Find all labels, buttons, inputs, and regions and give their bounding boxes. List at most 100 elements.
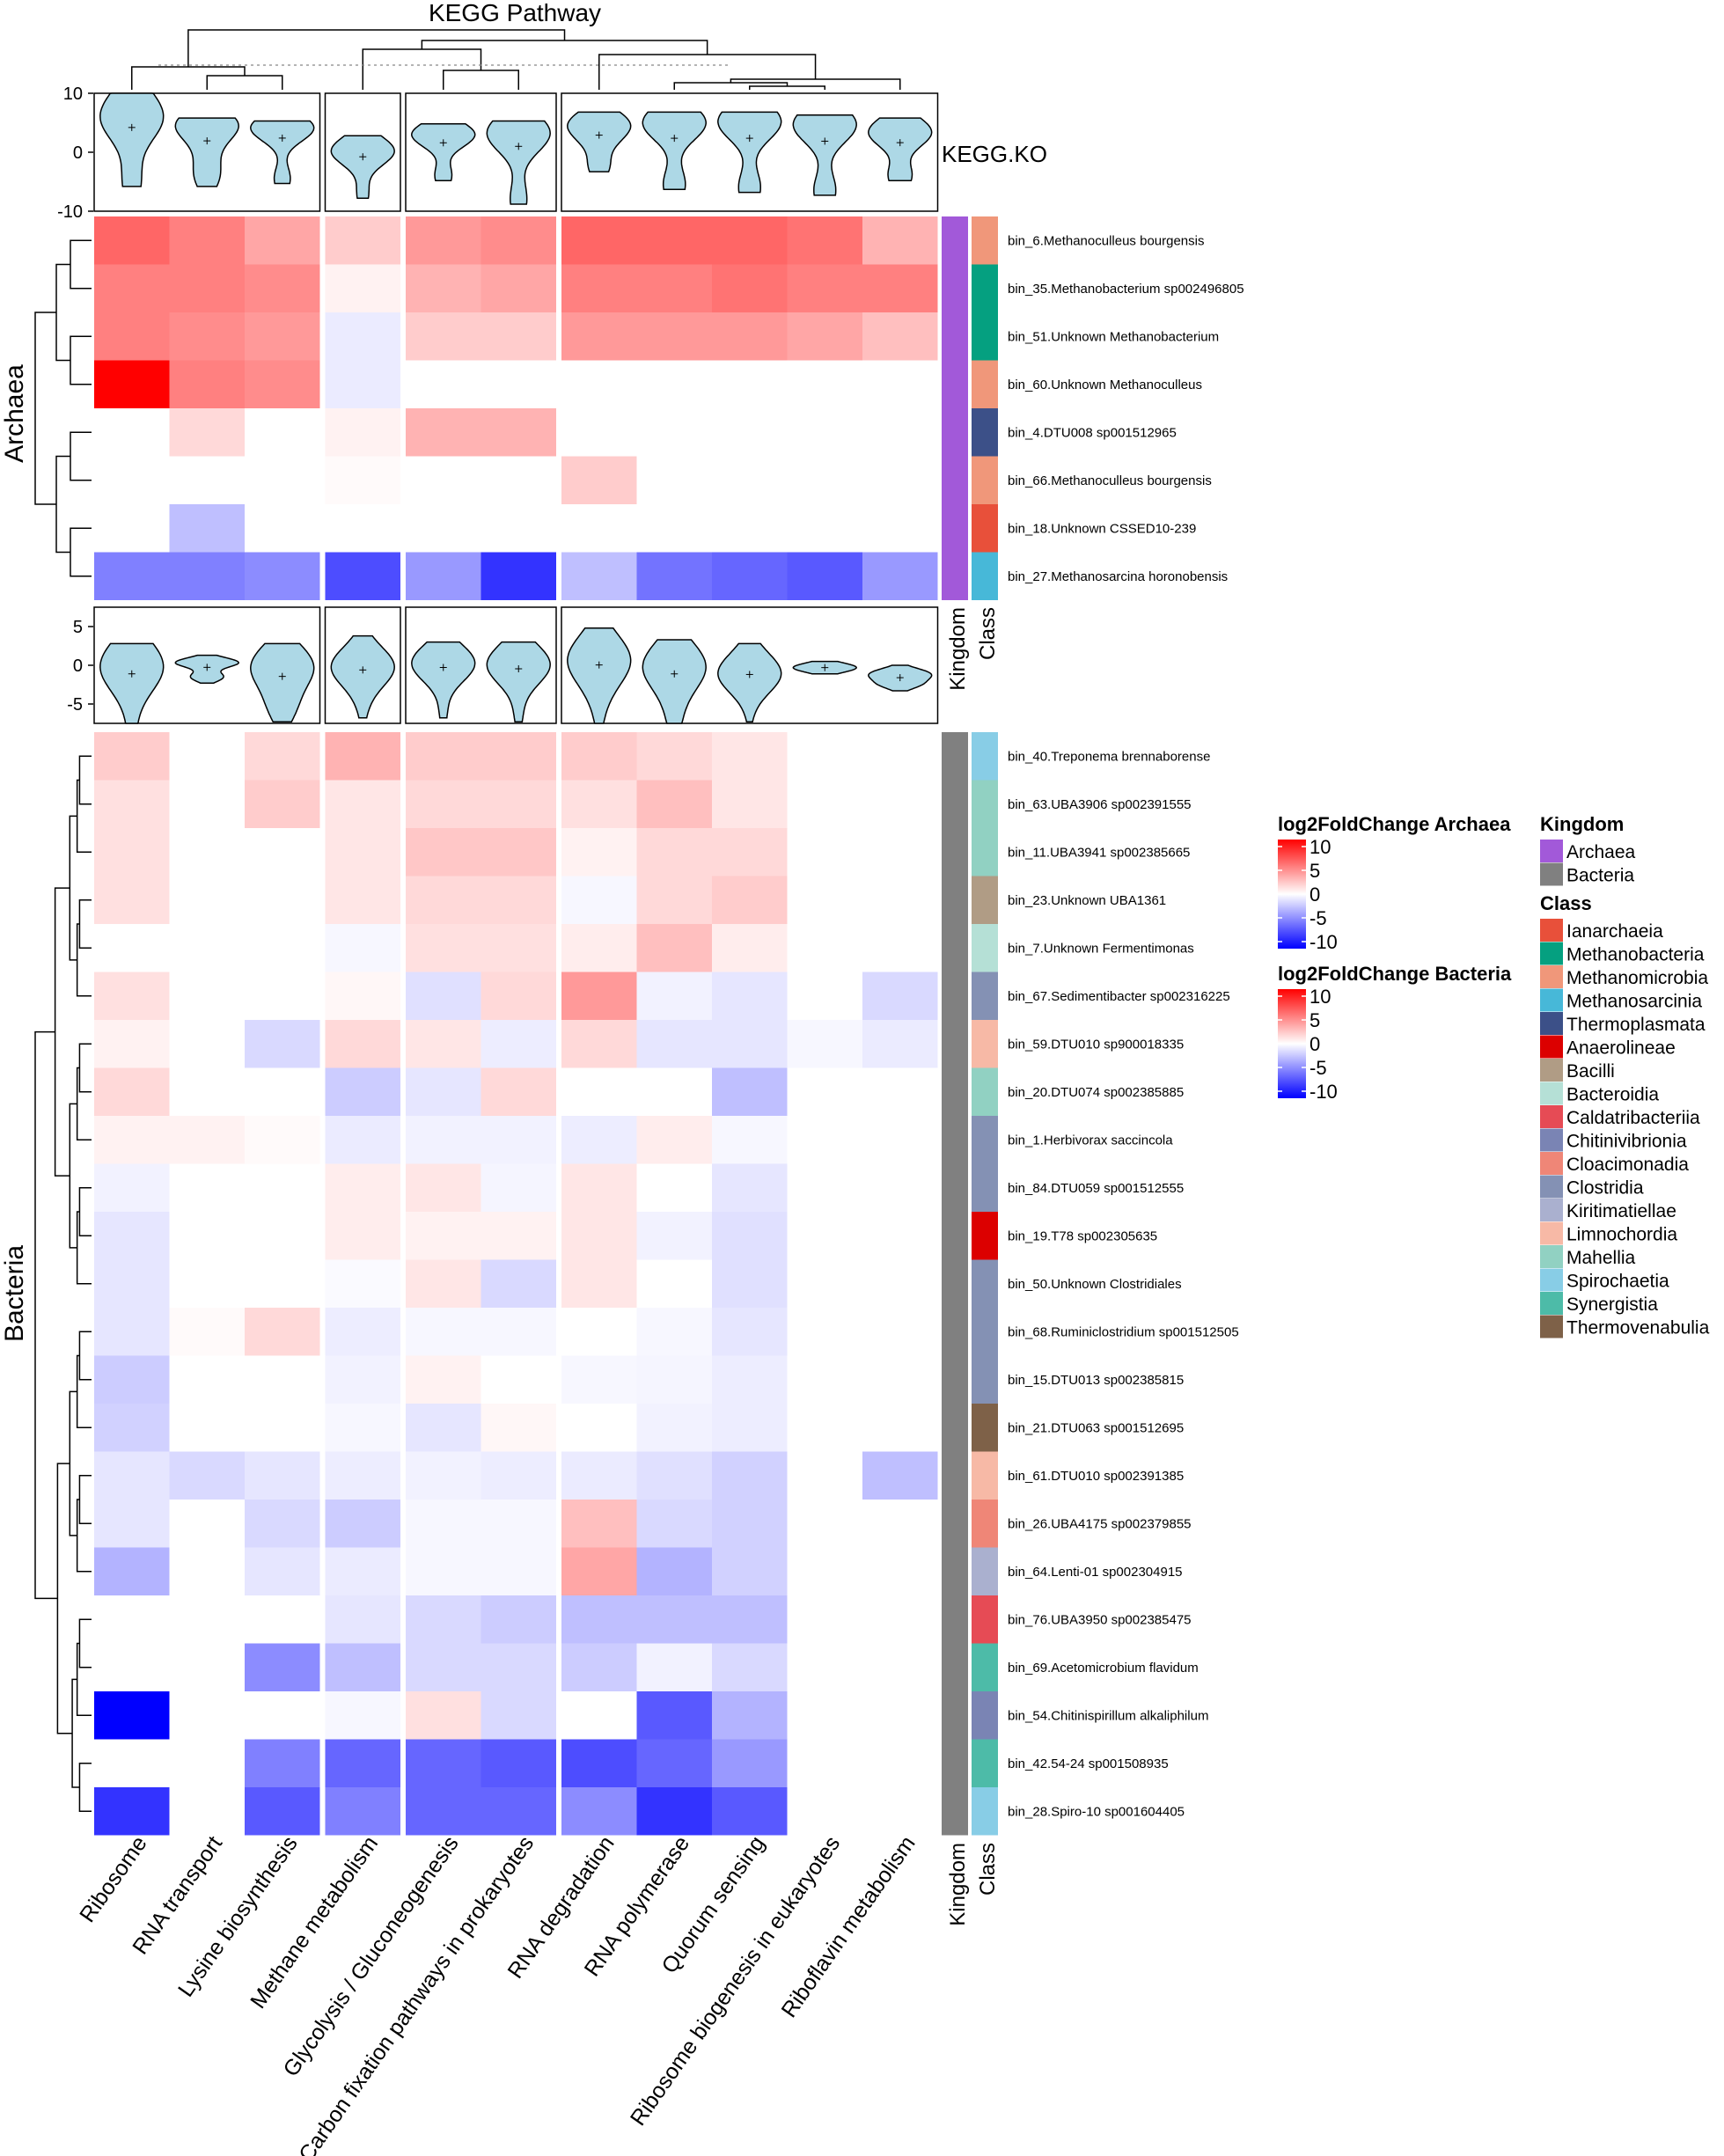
archaea-cell-2-2 [245,312,320,361]
class-legend-swatch-15 [1540,1268,1563,1292]
bacteria-cell-12-6 [561,1308,637,1356]
archaea-cell-1-8 [712,264,788,312]
bacteria-dend-branch-3-5 [76,923,92,997]
bacteria-dend-branch-18-19 [78,1618,92,1668]
bacteria-cell-1-5 [481,780,556,828]
archaea-cell-2-6 [561,312,637,361]
bacteria-cell-14-10 [862,1404,938,1452]
archaea-violin-tick-0: 10 [63,84,83,104]
bacteria-cell-20-6 [561,1691,637,1740]
bacteria-class-cell-12 [972,1308,998,1356]
archaea-cell-3-4 [406,360,481,408]
bacteria-violin-2 [250,642,315,722]
bacteria-annotation [942,732,998,1836]
archaea-cell-7-6 [561,552,637,600]
bacteria-cell-21-8 [712,1739,788,1787]
bacteria-cell-4-4 [406,924,481,972]
archaea-cell-4-9 [787,408,862,457]
archaea-violin-6 [567,111,632,172]
bacteria-cell-12-9 [787,1308,862,1356]
bacteria-cell-19-5 [481,1643,556,1691]
bacteria-cell-12-0 [94,1308,170,1356]
coldend-23-4 [421,40,708,55]
archaea-cell-3-2 [245,360,320,408]
bacteria-cell-8-5 [481,1116,556,1164]
bacteria-cell-13-9 [787,1355,862,1404]
archaea-row-label-7: bin_27.Methanosarcina horonobensis [1008,569,1228,584]
bacteria-cell-17-4 [406,1547,481,1595]
bacteria-cell-9-9 [787,1163,862,1212]
bacteria-cell-17-5 [481,1547,556,1595]
archaea-cell-6-8 [712,504,788,553]
bacteria-cell-22-6 [561,1787,637,1836]
bacteria-cell-7-2 [245,1067,320,1116]
bacteria-cell-3-0 [94,876,170,924]
bacteria-row-label-5: bin_67.Sedimentibacter sp002316225 [1008,989,1230,1004]
bacteria-cell-17-2 [245,1547,320,1595]
bacteria-violin-frame-3 [561,606,939,724]
archaea-cell-7-4 [406,552,481,600]
bacteria-class-cell-1 [972,780,998,828]
archaea-violin-3 [330,135,395,200]
bacteria-row-label-13: bin_15.DTU013 sp002385815 [1008,1373,1184,1388]
bacteria-row-label-1: bin_63.UBA3906 sp002391555 [1008,797,1192,812]
archaea-cell-0-10 [862,216,938,265]
archaea-row-label-6: bin_18.Unknown CSSED10-239 [1008,521,1196,536]
bacteria-class-cell-10 [972,1212,998,1260]
coldend-4-5 [443,70,519,90]
bacteria-class-cell-19 [972,1643,998,1691]
bacteria-cell-8-1 [169,1116,245,1164]
bacteria-cell-13-3 [325,1355,400,1404]
bacteria-class-cell-2 [972,828,998,876]
bacteria-cell-2-1 [169,828,245,876]
bacteria-cell-15-4 [406,1451,481,1500]
bacteria-violin-6 [567,627,632,724]
archaea-legend-tick-1: 5 [1310,860,1320,882]
bacteria-cell-10-9 [787,1212,862,1260]
class-legend-swatch-16 [1540,1292,1563,1315]
archaea-cell-3-6 [561,360,637,408]
bacteria-cell-4-1 [169,924,245,972]
bacteria-cell-8-4 [406,1116,481,1164]
archaea-cell-5-4 [406,456,481,504]
archaea-cell-5-1 [169,456,245,504]
bacteria-cell-5-8 [712,972,788,1020]
bacteria-dend-branch-9-10 [78,1187,92,1236]
class-legend-label-0: Ianarchaeia [1566,921,1663,942]
bacteria-cell-15-3 [325,1451,400,1500]
bacteria-cell-7-5 [481,1067,556,1116]
bacteria-cell-21-9 [787,1739,862,1787]
class-legend: Class Ianarchaeia Methanobacteria Methanomi… [1540,892,1710,1338]
bacteria-cell-11-9 [787,1259,862,1308]
bacteria-class-cell-3 [972,876,998,924]
bacteria-cell-4-8 [712,924,788,972]
bacteria-cell-15-0 [94,1451,170,1500]
bacteria-cell-22-9 [787,1787,862,1836]
bacteria-cell-13-1 [169,1355,245,1404]
bacteria-legend-tick-3: -5 [1310,1057,1327,1079]
bacteria-violin-frame-1 [324,606,401,724]
bacteria-cell-14-3 [325,1404,400,1452]
bacteria-row-label-18: bin_76.UBA3950 sp002385475 [1008,1612,1192,1627]
archaea-cell-6-0 [94,504,170,553]
archaea-class-cell-3 [972,360,998,408]
bacteria-cell-16-9 [787,1500,862,1548]
archaea-cell-6-7 [636,504,712,553]
archaea-violin-0 [99,92,165,187]
archaea-violin-frame-2 [405,92,557,212]
archaea-cell-7-10 [862,552,938,600]
archaea-cell-3-3 [325,360,400,408]
archaea-dend-branch-4-7 [55,455,70,554]
archaea-legend-bar [1278,840,1306,949]
bacteria-cell-14-2 [245,1404,320,1452]
class-legend-swatch-3 [1540,988,1563,1012]
bacteria-cell-20-8 [712,1691,788,1740]
bacteria-cell-20-9 [787,1691,862,1740]
bacteria-cell-18-2 [245,1595,320,1644]
archaea-violin-panel: 10 0 -10 [57,84,939,222]
class-legend-label-7: Bacteroidia [1566,1085,1659,1105]
bacteria-cell-0-4 [406,732,481,781]
bacteria-cell-6-9 [787,1020,862,1068]
bacteria-row-label-0: bin_40.Treponema brennaborense [1008,749,1210,764]
bacteria-dend-branch-12-13 [78,1331,92,1381]
